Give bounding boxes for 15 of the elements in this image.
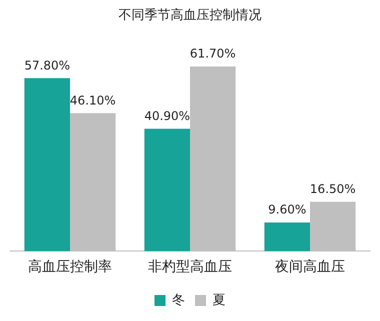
- bar: [144, 128, 190, 252]
- bar: [264, 222, 310, 252]
- chart-title: 不同季节高血压控制情况: [118, 7, 262, 24]
- data-label: 46.10%: [70, 93, 116, 108]
- x-tick-label: 夜间高血压: [275, 259, 345, 276]
- data-label: 40.90%: [144, 108, 190, 123]
- x-tick-label: 高血压控制率: [28, 259, 112, 276]
- data-label: 9.60%: [268, 202, 306, 217]
- data-label: 16.50%: [310, 182, 356, 196]
- legend-label: 夏: [212, 292, 226, 308]
- bar: [24, 78, 70, 252]
- x-tick-label: 非杓型高血压: [148, 259, 232, 276]
- legend-label: 冬: [172, 292, 185, 308]
- data-label: 61.70%: [190, 46, 236, 61]
- data-label: 57.80%: [24, 58, 70, 72]
